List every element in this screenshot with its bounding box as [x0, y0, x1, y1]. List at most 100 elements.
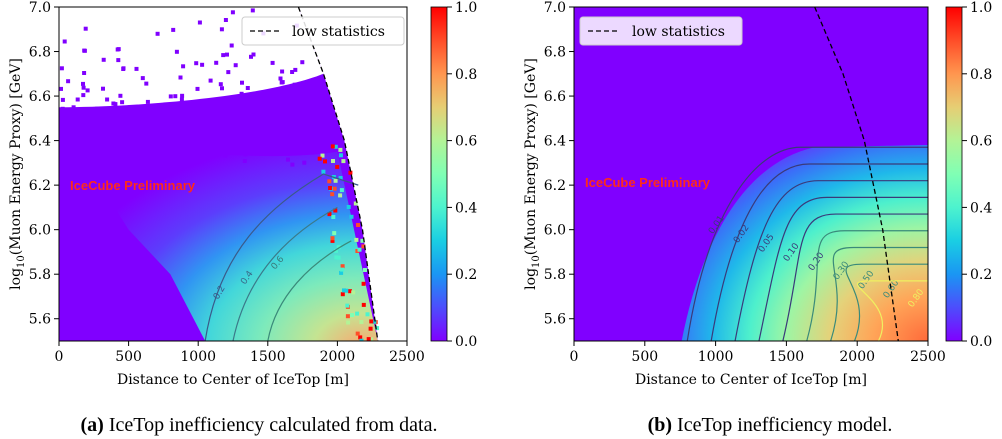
sparse-bin — [275, 109, 280, 114]
colorbar-ticks-a: 0.0 0.2 0.4 0.6 0.8 1.0 — [447, 0, 477, 350]
sparse-bin — [75, 97, 80, 102]
edge-bin — [321, 169, 326, 174]
edge-bin — [342, 288, 346, 293]
sparse-bin — [210, 123, 215, 128]
sparse-bin — [197, 117, 202, 122]
edge-bin — [332, 186, 337, 191]
y-tick-label: 6.2 — [29, 178, 51, 194]
sparse-bin — [82, 48, 87, 53]
sparse-bin — [291, 112, 296, 117]
edge-bin — [356, 223, 360, 227]
sparse-bin — [99, 162, 104, 167]
sparse-bin — [119, 139, 124, 144]
sparse-bin — [223, 153, 228, 158]
colorbar-tick-label: 1.0 — [455, 0, 477, 16]
contour-0.50-b — [830, 246, 928, 341]
sparse-bin — [253, 142, 258, 146]
edge-bin — [336, 245, 341, 250]
edge-bin — [345, 314, 350, 319]
sparse-bin — [187, 113, 192, 118]
sparse-bin — [82, 71, 87, 75]
sparse-bin — [197, 20, 202, 25]
edge-bin — [320, 153, 325, 158]
sparse-bin — [292, 82, 297, 87]
edge-bin — [355, 331, 360, 336]
sparse-bin — [249, 54, 253, 59]
sparse-bin — [295, 149, 300, 154]
sparse-bin — [72, 122, 77, 127]
edge-bin — [340, 264, 345, 269]
sparse-bin — [250, 119, 255, 124]
sparse-bin — [243, 147, 248, 152]
x-axis-b: 0 500 1000 1500 2000 2500 — [570, 341, 946, 365]
sparse-bin — [229, 43, 234, 48]
edge-bin — [375, 326, 380, 331]
edge-bin — [339, 270, 344, 275]
sparse-bin — [166, 104, 171, 109]
legend-label-b: low statistics — [632, 24, 725, 40]
y-tick-label: 5.8 — [29, 267, 51, 283]
colorbar-tick-label: 0.0 — [970, 334, 992, 350]
sparse-bin — [225, 52, 229, 57]
sparse-bin — [118, 136, 123, 141]
x-tick-label: 1000 — [180, 349, 216, 365]
edge-bin — [348, 170, 353, 175]
sparse-bin — [222, 119, 227, 124]
sparse-bin — [302, 160, 307, 165]
sparse-bin — [211, 149, 215, 154]
sparse-bin — [95, 106, 100, 111]
inefficiency-gradient-a — [59, 129, 378, 341]
caption-b: (b) IceTop inefficiency model. — [648, 414, 893, 436]
sparse-bin — [118, 143, 123, 148]
y-tick-label: 6.6 — [29, 89, 51, 105]
edge-bin — [345, 303, 350, 308]
edge-bin — [358, 335, 363, 340]
sparse-bin — [197, 134, 201, 139]
edge-bin — [363, 268, 367, 272]
legend-b: low statistics — [579, 16, 743, 46]
y-tick-label: 6.0 — [29, 223, 51, 239]
sparse-bin — [144, 132, 149, 137]
sparse-bin — [221, 53, 226, 58]
sparse-bin — [233, 63, 238, 68]
sparse-bin — [178, 127, 183, 131]
sparse-bin — [71, 105, 76, 110]
sparse-bin — [290, 162, 295, 167]
sparse-bin — [141, 146, 146, 151]
sparse-bin — [219, 150, 224, 155]
sparse-bin — [290, 70, 295, 74]
colorbar-tick-label: 0.8 — [970, 67, 992, 83]
y-tick-label: 6.8 — [29, 45, 51, 61]
plot-b-frame — [573, 6, 929, 342]
x-tick-label: 2000 — [320, 349, 356, 365]
edge-bin — [338, 176, 343, 180]
colorbar-a — [430, 6, 448, 342]
x-tick-label: 0 — [570, 349, 579, 365]
y-tick-label: 6.4 — [544, 134, 566, 150]
sparse-bin — [102, 151, 107, 156]
edge-bin — [359, 338, 364, 341]
contour-0.10-b — [758, 196, 928, 341]
x-axis-a: 0 500 1000 1500 2000 2500 — [55, 341, 425, 365]
sparse-bin — [166, 148, 171, 153]
sparse-bin — [244, 130, 249, 135]
sparse-bin — [116, 58, 121, 63]
sparse-bin — [91, 160, 96, 165]
sparse-bin — [81, 85, 86, 90]
sparse-bin — [118, 93, 123, 98]
sparse-bin — [99, 119, 104, 124]
x-tick-label: 2500 — [389, 349, 425, 365]
sparse-bin — [168, 148, 173, 153]
sparse-bin — [143, 126, 147, 131]
sparse-bin — [59, 66, 64, 71]
sparse-bin — [159, 118, 164, 123]
sparse-bin — [201, 142, 206, 147]
x-tick-label: 2500 — [910, 349, 946, 365]
edge-bin — [334, 248, 338, 253]
sparse-bin — [298, 121, 303, 126]
sparse-bin — [195, 86, 200, 91]
sparse-bin — [274, 89, 279, 94]
colorbar-tick-label: 0.8 — [455, 67, 477, 83]
edge-bin — [327, 179, 332, 184]
sparse-bin — [79, 137, 84, 142]
